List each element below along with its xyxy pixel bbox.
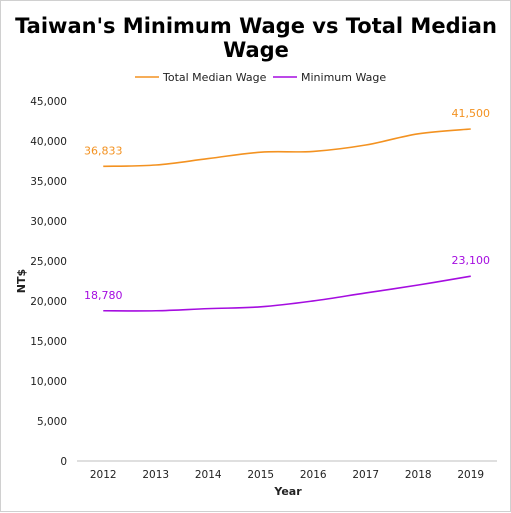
series-layer [103,128,471,312]
x-tick-label-2019: 2019 [457,469,484,481]
y-tick-label-0: 0 [60,456,67,468]
x-axis-title: Year [273,485,302,498]
x-axis-ticks: 2012 2013 2014 2015 2016 2017 2018 2019 [90,469,484,481]
x-tick-label-2016: 2016 [300,469,327,481]
series-line-total-median-wage [103,128,471,168]
data-label-minimum-wage-2019: 23,100 [452,254,491,267]
x-tick-label-2018: 2018 [405,469,432,481]
x-tick-label-2013: 2013 [142,469,169,481]
x-tick-label-2015: 2015 [247,469,274,481]
x-tick-label-2014: 2014 [195,469,222,481]
legend-label-total-median-wage: Total Median Wage [162,71,267,84]
chart-title-line-1: Taiwan's Minimum Wage vs Total Median [15,14,497,38]
y-tick-label-10000: 10,000 [30,376,67,388]
y-tick-label-35000: 35,000 [30,176,67,188]
y-tick-label-20000: 20,000 [30,296,67,308]
y-tick-label-5000: 5,000 [37,416,67,428]
data-label-minimum-wage-2012: 18,780 [84,289,123,302]
y-tick-label-25000: 25,000 [30,256,67,268]
data-label-total-median-wage-2012: 36,833 [84,144,123,157]
y-tick-label-45000: 45,000 [30,96,67,108]
data-label-total-median-wage-2019: 41,500 [452,107,491,120]
y-tick-label-15000: 15,000 [30,336,67,348]
legend: Total Median Wage Minimum Wage [135,71,386,84]
y-axis-title: NT$ [15,269,28,293]
y-axis-ticks: 0 5,000 10,000 15,000 20,000 25,000 30,000 35,0… [30,96,67,468]
legend-label-minimum-wage: Minimum Wage [301,71,386,84]
y-tick-label-30000: 30,000 [30,216,67,228]
x-tick-label-2017: 2017 [352,469,379,481]
chart-title-line-2: Wage [223,38,289,62]
x-tick-label-2012: 2012 [90,469,117,481]
series-line-minimum-wage [103,275,471,312]
y-tick-label-40000: 40,000 [30,136,67,148]
data-labels-layer: 36,833 41,500 18,780 23,100 [84,107,490,302]
